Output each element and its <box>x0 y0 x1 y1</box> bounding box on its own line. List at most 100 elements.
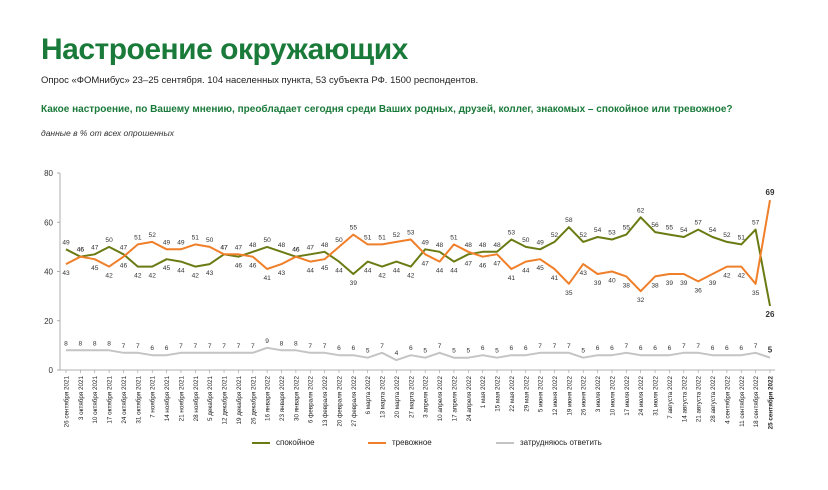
data-label: 42 <box>738 273 746 280</box>
data-label: 5 <box>466 348 470 355</box>
legend-item-anxious: тревожное <box>368 438 432 447</box>
x-tick-label: 7 августа 2022 <box>667 376 674 419</box>
x-tick-label: 29 мая 2022 <box>523 376 530 412</box>
data-label: 6 <box>711 345 715 352</box>
data-label: 6 <box>337 345 341 352</box>
data-label: 50 <box>206 237 214 244</box>
data-label: 52 <box>149 232 157 239</box>
legend-swatch-anxious <box>368 441 386 444</box>
x-tick-label: 19 июня 2022 <box>566 376 573 416</box>
data-label: 6 <box>725 345 729 352</box>
series-line <box>66 346 771 362</box>
data-label: 43 <box>62 270 70 277</box>
data-label: 47 <box>465 260 473 267</box>
data-label: 39 <box>680 280 688 287</box>
x-tick-label: 27 февраля 2022 <box>351 376 358 427</box>
x-tick-label: 28 ноября 2021 <box>192 376 200 422</box>
x-tick-label: 10 апреля 2022 <box>437 376 444 422</box>
data-label: 6 <box>165 345 169 352</box>
data-label: 43 <box>206 270 214 277</box>
series-line <box>65 199 771 293</box>
data-label: 6 <box>639 345 643 352</box>
data-label: 44 <box>436 268 444 275</box>
data-label: 7 <box>193 343 197 350</box>
data-label: 5 <box>366 348 370 355</box>
data-label: 50 <box>335 237 343 244</box>
data-label: 48 <box>493 242 501 249</box>
data-label: 45 <box>163 265 171 272</box>
y-tick-label: 80 <box>44 169 53 178</box>
x-tick-label: 3 октября 2021 <box>77 376 85 421</box>
data-label: 39 <box>350 280 358 287</box>
data-label: 35 <box>565 290 573 297</box>
data-label: 7 <box>553 343 557 350</box>
data-label: 50 <box>263 237 271 244</box>
data-label: 54 <box>594 227 602 234</box>
data-label: 51 <box>192 234 200 241</box>
data-label: 6 <box>150 345 154 352</box>
data-label: 51 <box>134 234 142 241</box>
data-label: 43 <box>580 270 588 277</box>
x-tick-label: 26 июня 2022 <box>581 376 588 416</box>
data-label: 8 <box>107 340 111 347</box>
x-tick-label: 17 апреля 2022 <box>451 376 458 422</box>
data-label: 44 <box>522 268 530 275</box>
data-label: 57 <box>694 220 702 227</box>
data-label: 51 <box>364 234 372 241</box>
data-label: 32 <box>637 297 645 304</box>
data-label: 36 <box>694 287 702 294</box>
x-tick-label: 15 мая 2022 <box>495 376 502 412</box>
data-label: 7 <box>308 343 312 350</box>
data-label: 7 <box>136 343 140 350</box>
data-label: 6 <box>610 345 614 352</box>
data-label: 51 <box>450 234 458 241</box>
data-label: 42 <box>378 273 386 280</box>
x-tick-label: 27 марта 2022 <box>408 376 415 419</box>
data-label: 47 <box>235 244 243 251</box>
data-label: 52 <box>723 232 731 239</box>
x-tick-label: 7 ноября 2021 <box>149 376 157 418</box>
x-tick-label: 22 мая 2022 <box>509 376 516 412</box>
data-label: 43 <box>278 270 286 277</box>
data-label: 42 <box>407 273 415 280</box>
data-label: 7 <box>251 343 255 350</box>
x-tick-label: 12 июня 2022 <box>552 376 559 416</box>
data-label: 6 <box>596 345 600 352</box>
data-label: 54 <box>680 227 688 234</box>
data-label: 58 <box>565 217 573 224</box>
data-label: 47 <box>220 244 228 251</box>
data-label: 7 <box>237 343 241 350</box>
x-tick-label: 13 марта 2022 <box>380 376 387 419</box>
data-label: 6 <box>409 345 413 352</box>
x-tick-label: 20 февраля 2022 <box>336 376 343 427</box>
x-tick-label: 21 августа 2022 <box>696 376 703 423</box>
data-label: 7 <box>696 343 700 350</box>
x-tick-label: 6 февраля 2022 <box>308 376 315 424</box>
data-label: 53 <box>508 229 516 236</box>
data-label: 44 <box>450 268 458 275</box>
x-tick-label: 19 декабря 2021 <box>235 376 243 425</box>
x-tick-label: 23 января 2022 <box>279 376 286 422</box>
data-label: 7 <box>538 343 542 350</box>
data-label: 46 <box>77 247 85 254</box>
data-label: 7 <box>682 343 686 350</box>
data-label: 39 <box>666 280 674 287</box>
y-tick-label: 0 <box>49 366 54 375</box>
data-label: 26 <box>766 310 775 319</box>
data-label: 53 <box>608 229 616 236</box>
data-label: 52 <box>551 232 559 239</box>
data-label: 47 <box>422 260 430 267</box>
data-label: 7 <box>122 343 126 350</box>
data-label: 5 <box>495 348 499 355</box>
data-label: 6 <box>524 345 528 352</box>
x-tick-label: 1 мая 2022 <box>480 376 487 409</box>
x-tick-label: 24 июля 2022 <box>638 376 645 416</box>
data-label: 7 <box>567 343 571 350</box>
data-label: 41 <box>551 275 559 282</box>
data-label: 53 <box>407 229 415 236</box>
page-title: Настроение окружающих <box>41 33 408 66</box>
x-tick-label: 5 июня 2022 <box>538 376 545 413</box>
legend-label-undecided: затрудняюсь ответить <box>520 438 602 447</box>
data-label: 42 <box>149 273 157 280</box>
